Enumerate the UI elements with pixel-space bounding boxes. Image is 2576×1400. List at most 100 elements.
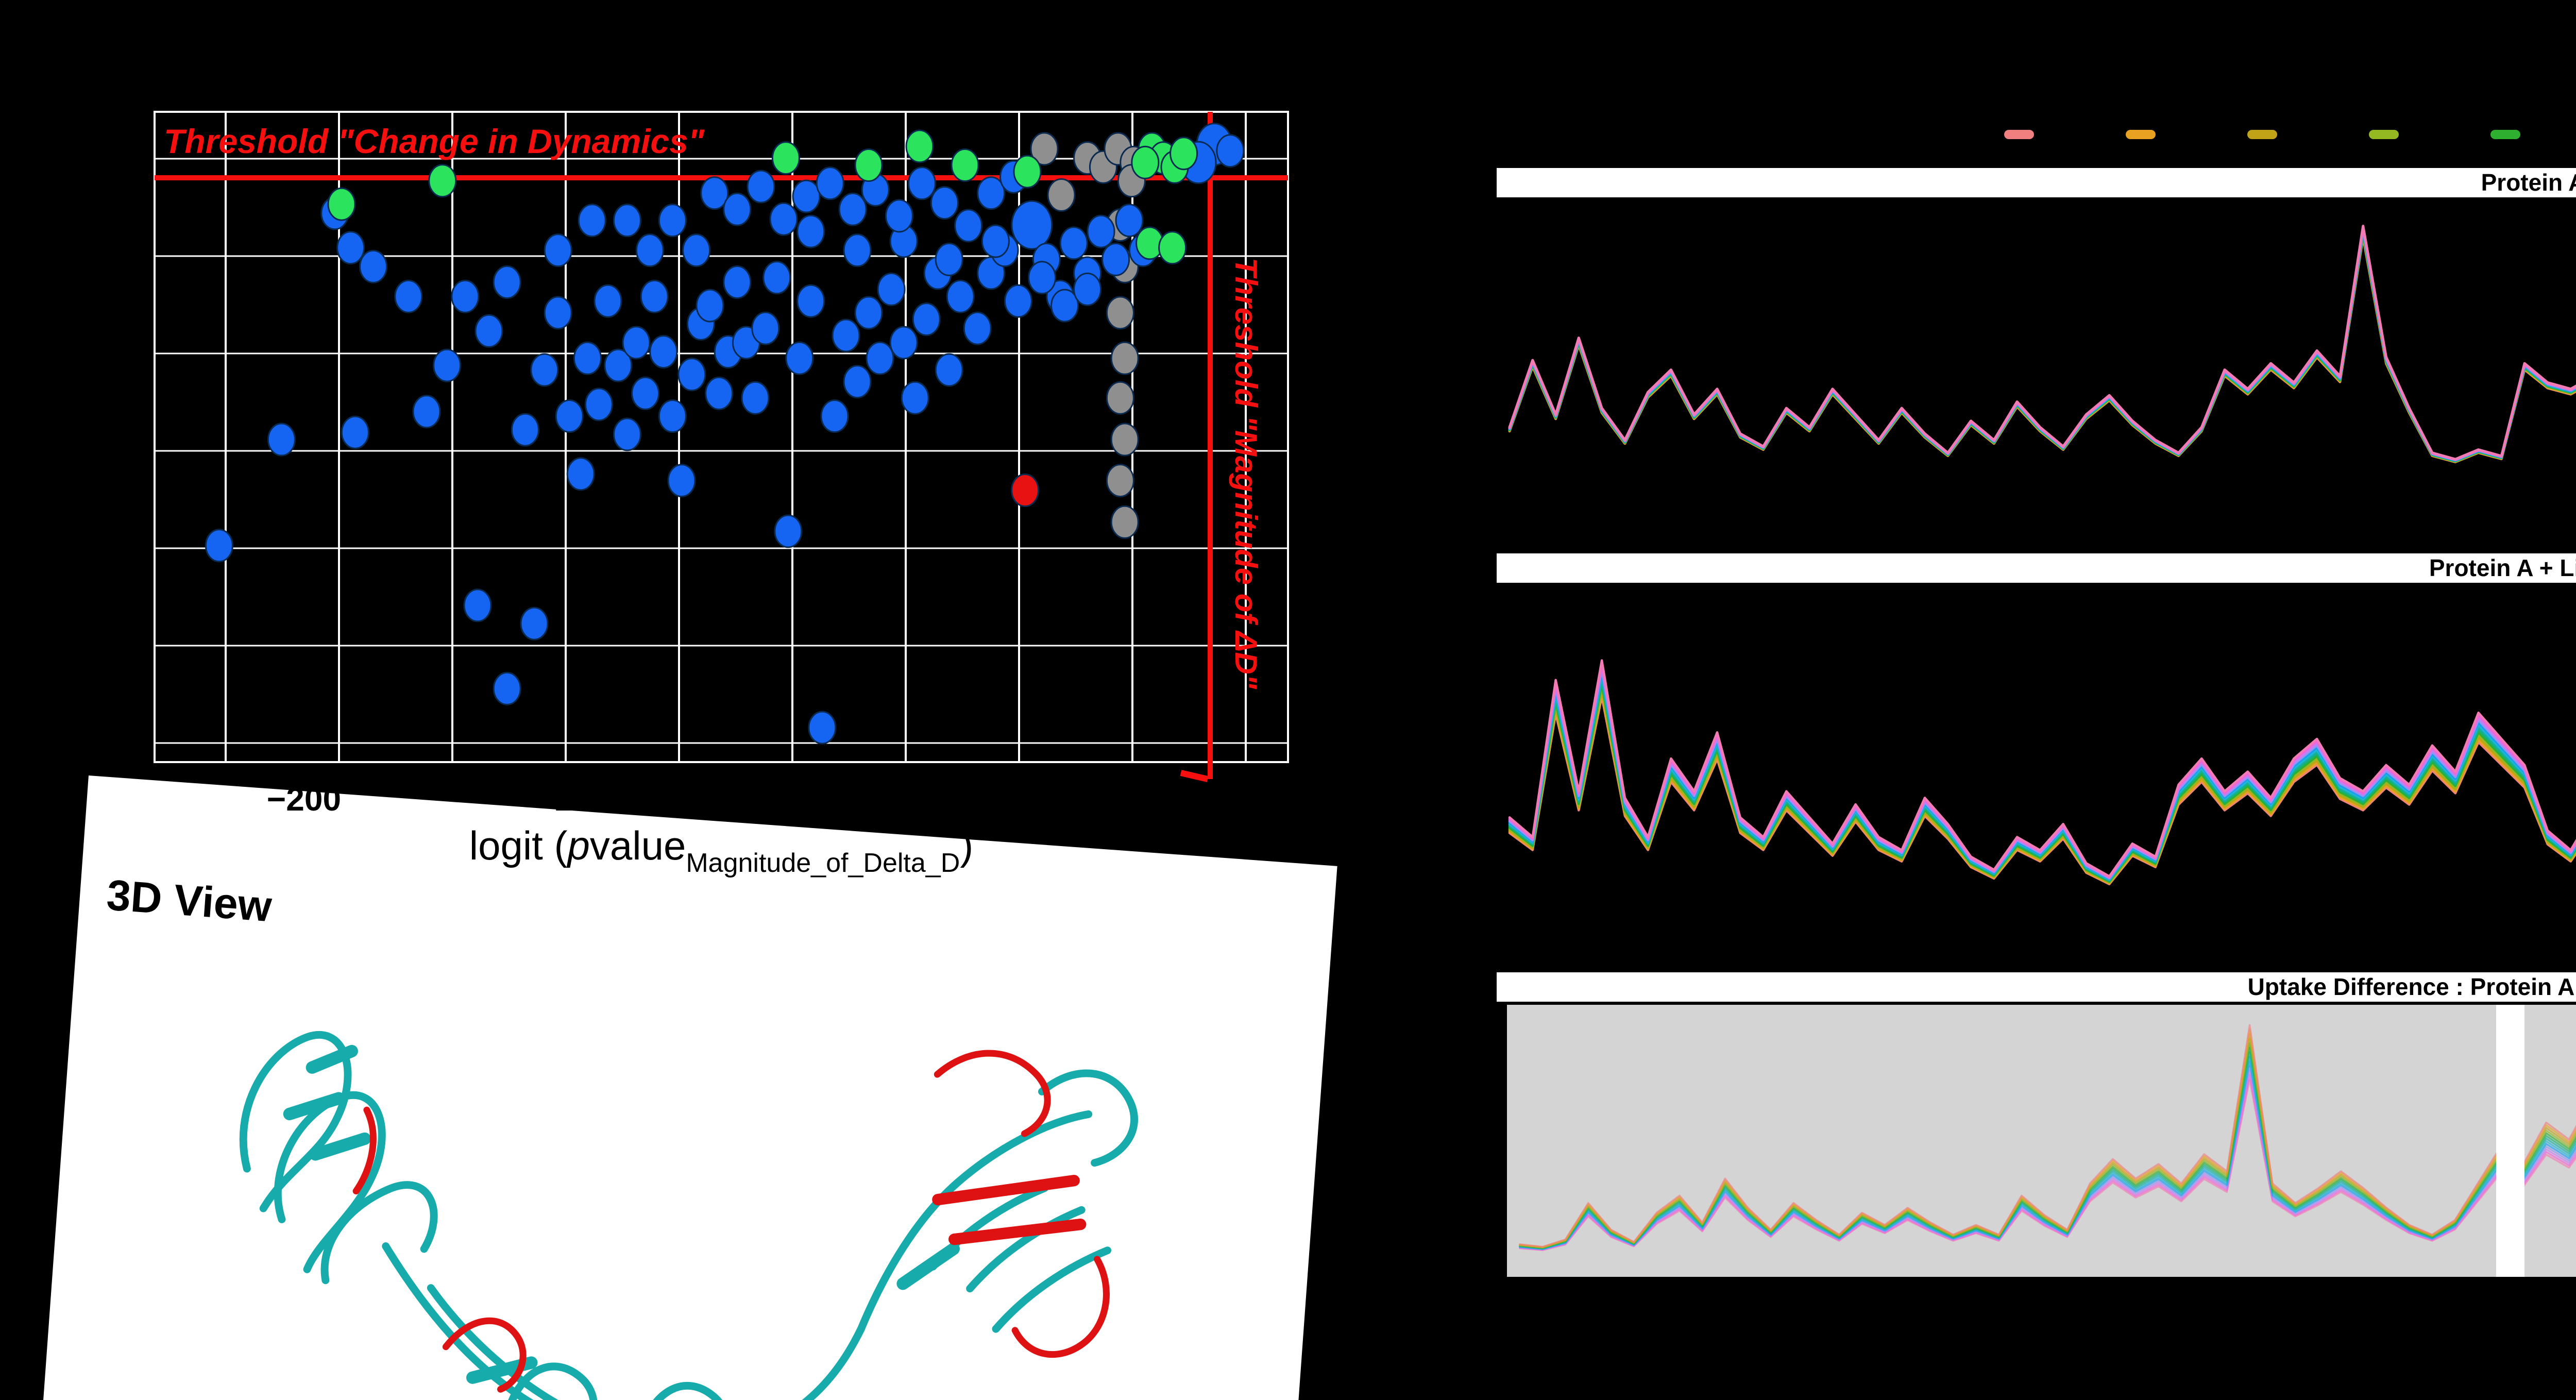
scatter-point[interactable] bbox=[769, 202, 798, 236]
scatter-point[interactable] bbox=[1059, 226, 1088, 260]
scatter-point[interactable] bbox=[604, 348, 633, 382]
scatter-point[interactable] bbox=[854, 296, 883, 330]
scatter-point[interactable] bbox=[566, 457, 595, 491]
scatter-point[interactable] bbox=[889, 326, 918, 360]
scatter-point[interactable] bbox=[1011, 474, 1040, 507]
protein-structure[interactable] bbox=[165, 954, 1258, 1400]
scatter-point[interactable] bbox=[981, 224, 1010, 258]
scatter-point[interactable] bbox=[1160, 150, 1189, 184]
scatter-point[interactable] bbox=[1128, 233, 1157, 267]
scatter-point[interactable] bbox=[808, 711, 837, 745]
scatter-point[interactable] bbox=[1073, 273, 1102, 306]
scatter-point[interactable] bbox=[1110, 249, 1139, 283]
scatter-point[interactable] bbox=[1013, 155, 1042, 189]
scatter-point[interactable] bbox=[1087, 214, 1115, 248]
scatter-point[interactable] bbox=[723, 192, 752, 226]
scatter-point[interactable] bbox=[320, 196, 349, 230]
scatter-point[interactable] bbox=[341, 415, 369, 449]
scatter-point[interactable] bbox=[751, 311, 780, 345]
legend-swatch[interactable] bbox=[2004, 130, 2034, 139]
scatter-point[interactable] bbox=[771, 141, 800, 175]
scatter-point[interactable] bbox=[451, 279, 480, 313]
scatter-point[interactable] bbox=[854, 148, 883, 182]
scatter-point[interactable] bbox=[613, 204, 641, 238]
scatter-point[interactable] bbox=[635, 233, 664, 267]
scatter-point[interactable] bbox=[530, 353, 559, 387]
scatter-point[interactable] bbox=[700, 176, 729, 210]
uptake-chart[interactable] bbox=[1508, 641, 2576, 886]
uptake-chart[interactable] bbox=[1508, 216, 2576, 491]
scatter-point[interactable] bbox=[1110, 423, 1139, 457]
scatter-point[interactable] bbox=[866, 341, 894, 375]
scatter-point[interactable] bbox=[885, 199, 913, 233]
scatter-point[interactable] bbox=[555, 399, 584, 433]
scatter-point[interactable] bbox=[1106, 296, 1134, 330]
scatter-point[interactable] bbox=[1110, 341, 1139, 375]
scatter-point[interactable] bbox=[1106, 381, 1134, 415]
scatter-point[interactable] bbox=[1131, 145, 1160, 179]
scatter-point[interactable] bbox=[696, 289, 724, 323]
legend-swatch[interactable] bbox=[2369, 130, 2399, 139]
scatter-point[interactable] bbox=[946, 279, 975, 313]
scatter-point[interactable] bbox=[796, 284, 825, 318]
scatter-point[interactable] bbox=[889, 224, 918, 258]
scatter-point[interactable] bbox=[463, 588, 492, 622]
scatter-point[interactable] bbox=[686, 307, 715, 341]
scatter-point[interactable] bbox=[1011, 200, 1053, 250]
scatter-point[interactable] bbox=[747, 170, 775, 204]
scatter-point[interactable] bbox=[951, 148, 979, 182]
scatter-point[interactable] bbox=[544, 233, 572, 267]
scatter-point[interactable] bbox=[935, 353, 963, 387]
scatter-point[interactable] bbox=[658, 204, 687, 238]
scatter-point[interactable] bbox=[1120, 145, 1148, 179]
scatter-point[interactable] bbox=[594, 284, 622, 318]
scatter-point[interactable] bbox=[584, 387, 613, 421]
scatter-point[interactable] bbox=[474, 314, 503, 348]
scatter-point[interactable] bbox=[785, 341, 814, 375]
scatter-point[interactable] bbox=[935, 243, 963, 276]
legend-swatch[interactable] bbox=[2490, 130, 2520, 139]
scatter-point[interactable] bbox=[820, 399, 849, 433]
scatter-point[interactable] bbox=[1047, 178, 1076, 212]
scatter-point[interactable] bbox=[796, 214, 825, 248]
scatter-point[interactable] bbox=[1117, 164, 1146, 198]
scatter-point[interactable] bbox=[741, 381, 770, 415]
scatter-point[interactable] bbox=[677, 358, 706, 392]
scatter-point[interactable] bbox=[433, 348, 462, 382]
scatter-point[interactable] bbox=[622, 326, 651, 360]
scatter-point[interactable] bbox=[1136, 226, 1164, 260]
scatter-point[interactable] bbox=[905, 129, 934, 163]
scatter-point[interactable] bbox=[816, 166, 844, 200]
scatter-point[interactable] bbox=[861, 173, 890, 207]
scatter-point[interactable] bbox=[1101, 243, 1130, 276]
scatter-point[interactable] bbox=[1050, 289, 1079, 323]
scatter-point[interactable] bbox=[1004, 284, 1032, 318]
scatter-point[interactable] bbox=[1149, 141, 1178, 175]
scatter-point[interactable] bbox=[1073, 141, 1102, 175]
scatter-point[interactable] bbox=[394, 279, 423, 313]
scatter-point[interactable] bbox=[658, 399, 687, 433]
difference-chart-background[interactable] bbox=[1507, 1005, 2576, 1277]
scatter-point[interactable] bbox=[327, 187, 356, 221]
scatter-point[interactable] bbox=[907, 166, 936, 200]
scatter-point[interactable] bbox=[977, 176, 1006, 210]
scatter-point[interactable] bbox=[412, 395, 441, 429]
scatter-point[interactable] bbox=[336, 231, 365, 265]
scatter-point[interactable] bbox=[714, 335, 742, 369]
scatter-point[interactable] bbox=[792, 179, 821, 213]
scatter-point[interactable] bbox=[901, 381, 929, 415]
scatter-point[interactable] bbox=[832, 318, 860, 352]
scatter-point[interactable] bbox=[1073, 256, 1102, 290]
scatter-point[interactable] bbox=[667, 464, 696, 498]
scatter-point[interactable] bbox=[1046, 279, 1075, 313]
scatter-point[interactable] bbox=[1158, 231, 1187, 265]
scatter-point[interactable] bbox=[838, 192, 867, 226]
scatter-point[interactable] bbox=[977, 256, 1006, 290]
scatter-point[interactable] bbox=[1030, 132, 1059, 166]
scatter-point[interactable] bbox=[732, 326, 760, 360]
scatter-point[interactable] bbox=[578, 204, 606, 238]
scatter-point[interactable] bbox=[613, 417, 641, 451]
scatter-point[interactable] bbox=[511, 413, 539, 447]
scatter-point[interactable] bbox=[877, 273, 906, 306]
scatter-point[interactable] bbox=[631, 376, 660, 410]
